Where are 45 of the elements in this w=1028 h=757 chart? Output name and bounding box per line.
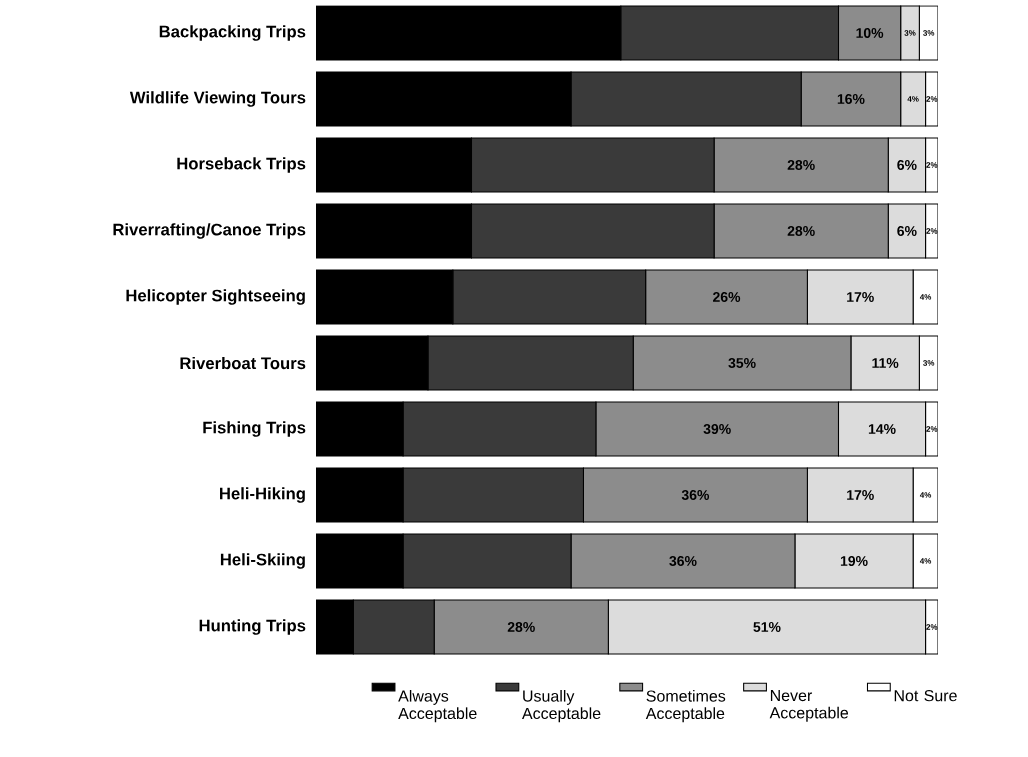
- data-label: 2%: [926, 624, 938, 630]
- y-tick-label: Helicopter Sightseeing: [126, 289, 305, 305]
- y-tick-label: Hunting Trips: [199, 619, 306, 635]
- data-label: 28%: [507, 622, 535, 632]
- data-label: 51%: [753, 622, 781, 632]
- data-label: 14%: [868, 424, 896, 434]
- data-label: 16%: [837, 94, 865, 104]
- data-label: 2%: [926, 96, 938, 102]
- data-label: 11%: [872, 358, 899, 368]
- legend-label: Sometimes Acceptable: [645, 690, 726, 723]
- data-label: 3%: [904, 30, 916, 36]
- y-tick-label: Heli-Hiking: [220, 487, 305, 503]
- data-label: 3%: [923, 30, 935, 36]
- data-label: 36%: [681, 490, 710, 500]
- legend-label: Not Sure: [894, 690, 957, 702]
- y-tick-label: Riverrafting/Canoe Trips: [113, 223, 306, 239]
- data-label: 6%: [897, 226, 917, 236]
- legend-label: Always Acceptable: [398, 690, 477, 723]
- y-tick-label: Fishing Trips: [203, 421, 306, 437]
- y-tick-label: Heli-Skiing: [220, 553, 305, 569]
- data-label: 39%: [703, 424, 731, 434]
- data-label: 3%: [923, 360, 935, 366]
- data-label: 28%: [787, 160, 815, 170]
- data-label: 28%: [787, 226, 815, 236]
- data-label: 10%: [856, 28, 884, 38]
- data-label: 17%: [847, 490, 874, 500]
- data-label: 19%: [840, 556, 868, 566]
- y-tick-label: Horseback Trips: [177, 157, 306, 173]
- data-label: 2%: [926, 426, 938, 432]
- data-label: 2%: [926, 228, 938, 234]
- data-label: 4%: [919, 558, 932, 564]
- legend-label: Never Acceptable: [769, 690, 849, 722]
- legend-label: Usually Acceptable: [521, 690, 601, 723]
- data-label: 26%: [713, 292, 741, 302]
- data-label: 4%: [919, 492, 932, 498]
- data-label: 4%: [919, 294, 932, 300]
- data-label: 6%: [897, 160, 917, 170]
- y-tick-label: Wildlife Viewing Tours: [129, 91, 306, 107]
- data-label: 17%: [847, 292, 874, 302]
- data-label: 36%: [669, 556, 697, 566]
- y-tick-label: Backpacking Trips: [159, 25, 306, 41]
- y-tick-label: Riverboat Tours: [180, 356, 306, 370]
- data-label: 35%: [728, 358, 756, 368]
- data-label: 4%: [907, 96, 919, 102]
- data-label: 2%: [926, 162, 938, 168]
